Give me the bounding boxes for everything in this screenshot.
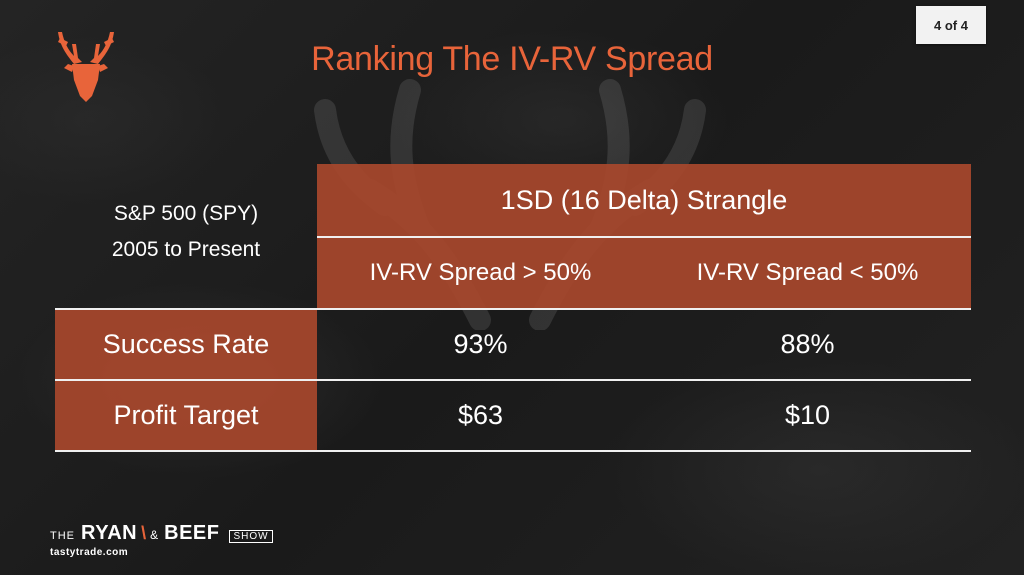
table-cell-value: $10 bbox=[784, 400, 831, 430]
brand-beef: BEEF bbox=[164, 522, 220, 544]
brand-ampersand: & bbox=[150, 528, 159, 542]
brand-site: tastytrade.com bbox=[50, 547, 129, 558]
slash-icon: \ bbox=[141, 523, 147, 543]
dataset-label-line2: 2005 to Present bbox=[111, 238, 261, 261]
column-header-label: IV-RV Spread < 50% bbox=[696, 259, 919, 286]
table-cell-value: 88% bbox=[780, 329, 835, 359]
table-cell-value: 93% bbox=[453, 329, 508, 359]
table-cell: $10 bbox=[644, 381, 971, 450]
table-cell: 93% bbox=[317, 310, 644, 379]
table-rule bbox=[55, 308, 971, 310]
group-header: 1SD (16 Delta) Strangle bbox=[317, 164, 971, 236]
slide-title: Ranking The IV-RV Spread bbox=[311, 40, 713, 78]
row-label: Profit Target bbox=[55, 381, 317, 450]
table-rule bbox=[55, 450, 971, 452]
column-header-label: IV-RV Spread > 50% bbox=[369, 259, 592, 286]
table-cell: $63 bbox=[317, 381, 644, 450]
dataset-label: S&P 500 (SPY) 2005 to Present bbox=[60, 196, 312, 268]
brand-show: SHOW bbox=[229, 530, 273, 543]
dataset-label-line1: S&P 500 (SPY) bbox=[113, 202, 259, 225]
header-divider bbox=[317, 236, 971, 238]
group-header-label: 1SD (16 Delta) Strangle bbox=[500, 184, 788, 215]
row-label-text: Profit Target bbox=[113, 400, 259, 430]
column-header: IV-RV Spread < 50% bbox=[644, 238, 971, 308]
row-label: Success Rate bbox=[55, 310, 317, 379]
table-cell-value: $63 bbox=[457, 400, 504, 430]
page-indicator: 4 of 4 bbox=[916, 6, 986, 44]
column-header: IV-RV Spread > 50% bbox=[317, 238, 644, 308]
brand-ryan: RYAN bbox=[81, 522, 138, 544]
table-cell: 88% bbox=[644, 310, 971, 379]
table-rule bbox=[55, 379, 971, 381]
brand-the: THE bbox=[50, 530, 75, 542]
row-label-text: Success Rate bbox=[102, 329, 270, 359]
deer-head-icon bbox=[58, 32, 114, 102]
show-logo: THE RYAN \ & BEEF SHOW tastytrade.com bbox=[50, 522, 280, 566]
